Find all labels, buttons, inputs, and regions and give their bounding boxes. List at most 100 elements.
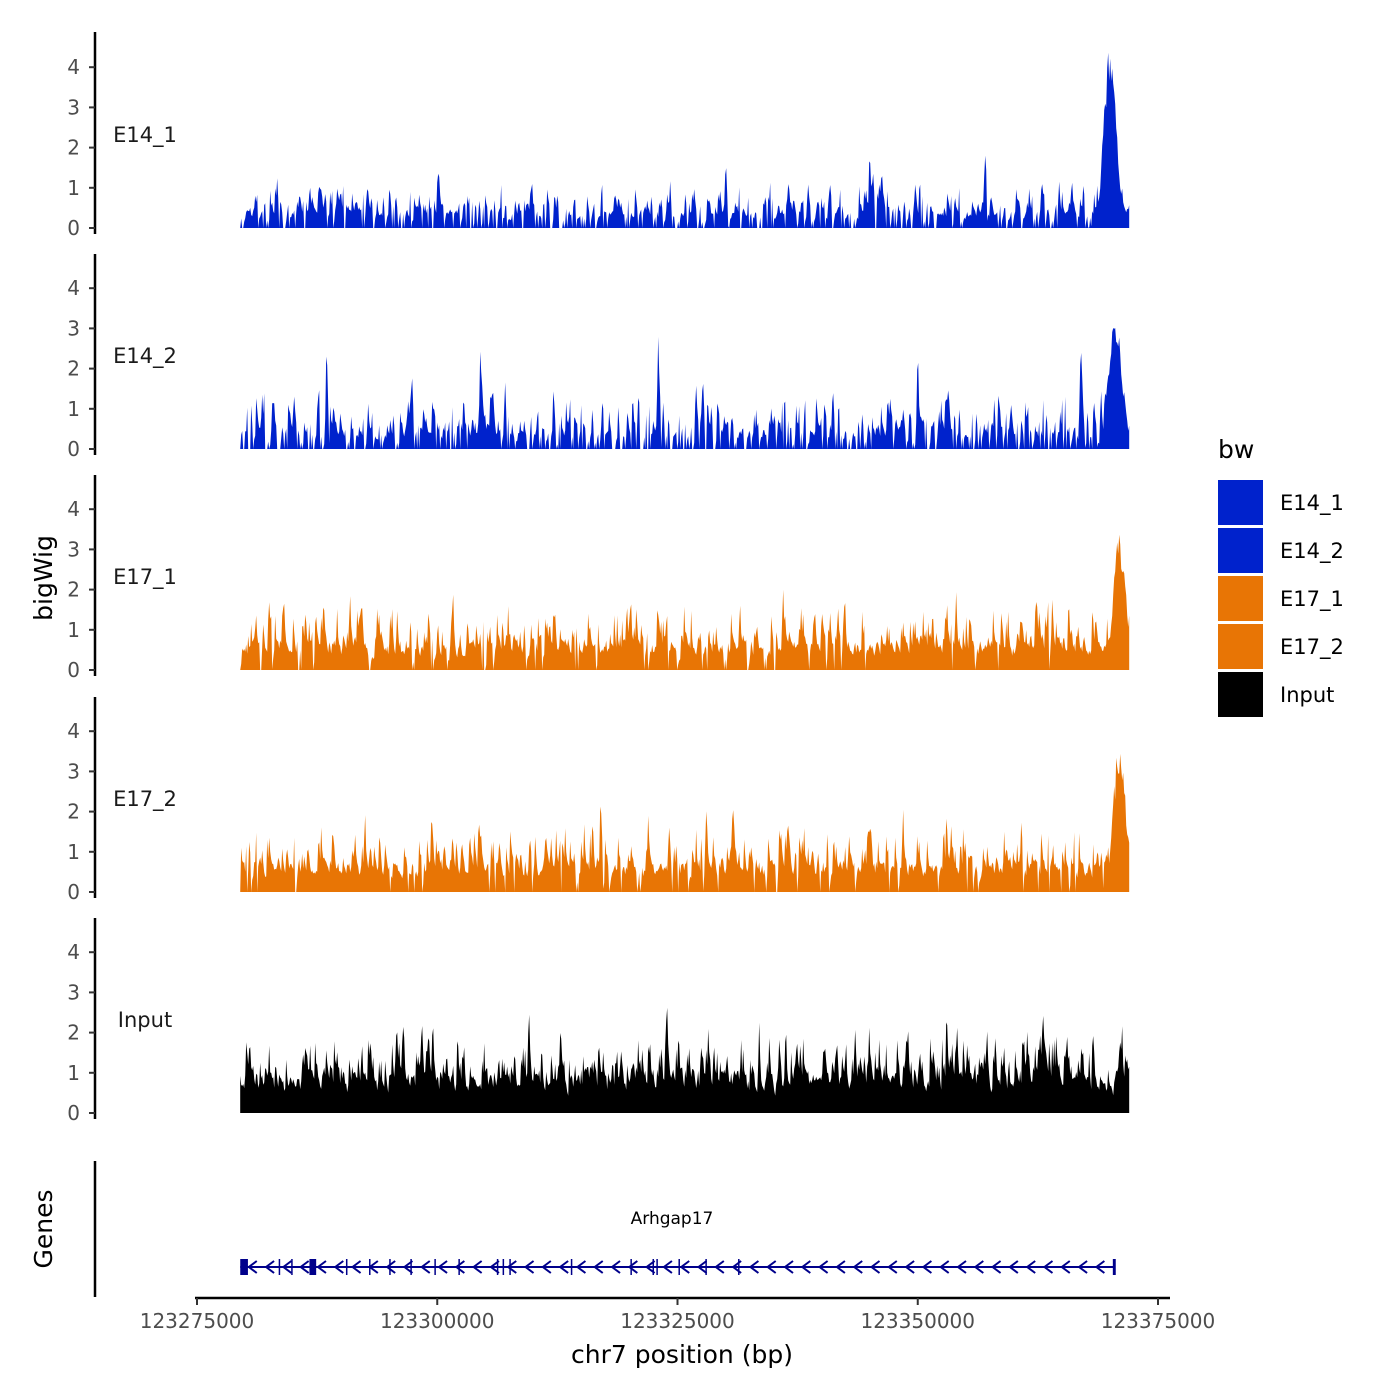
y-tick-label: 2: [67, 1021, 80, 1045]
strand-arrow: [887, 1260, 898, 1274]
strand-arrow: [1060, 1260, 1071, 1274]
track-E17_1: 0 1 2 3 4 E17_1: [67, 475, 1130, 682]
gene-exon: [570, 1259, 573, 1275]
legend-title: bw: [1218, 435, 1254, 464]
track-label: E17_1: [113, 565, 177, 590]
strand-arrow: [973, 1260, 984, 1274]
y-tick-label: 0: [67, 437, 80, 461]
strand-arrow: [956, 1260, 967, 1274]
y-tick-label: 2: [67, 578, 80, 602]
strand-arrow: [662, 1260, 673, 1274]
x-tick-label: 123350000: [860, 1309, 975, 1333]
track-Input: 0 1 2 3 4 Input: [67, 918, 1130, 1125]
y-tick-label: 0: [67, 880, 80, 904]
strand-arrow: [869, 1260, 881, 1274]
gene-exon: [738, 1259, 740, 1275]
strand-arrow: [437, 1260, 448, 1274]
x-tick-label: 123300000: [380, 1309, 495, 1333]
y-tick-label: 4: [67, 940, 80, 964]
gene-exon: [410, 1259, 412, 1275]
gene-exon: [630, 1259, 632, 1275]
genes-panel: Arhgap17: [93, 1161, 1116, 1297]
x-tick-label: 123275000: [140, 1309, 255, 1333]
y-tick-label: 2: [67, 136, 80, 160]
strand-arrow: [990, 1260, 1002, 1274]
bigwig-tracks: 0 1 2 3 4 E14_1 0 1 2 3 4 E14_2 0 1 2 3 4 E17_1 0 1 2 3 4 E17_2…: [67, 32, 1130, 1125]
strand-arrow: [593, 1260, 604, 1274]
gene-exon: [1112, 1259, 1115, 1275]
gene-exon: [496, 1259, 499, 1275]
strand-arrow: [904, 1260, 915, 1274]
strand-arrow: [402, 1260, 414, 1274]
track-label: Input: [118, 1008, 172, 1032]
strand-arrow: [1077, 1260, 1088, 1274]
gene-exon: [656, 1259, 658, 1275]
x-tick-label: 123325000: [620, 1309, 735, 1333]
y-tick-label: 4: [67, 55, 80, 79]
strand-arrow: [333, 1260, 344, 1274]
strand-arrow: [748, 1260, 760, 1274]
strand-arrow: [420, 1260, 431, 1274]
strand-arrow: [1025, 1260, 1036, 1274]
y-axis-title: bigWig: [29, 535, 58, 621]
y-tick-label: 0: [67, 658, 80, 682]
strand-arrow: [1008, 1260, 1019, 1274]
strand-arrow: [921, 1260, 932, 1274]
y-tick-label: 2: [67, 800, 80, 824]
y-tick-label: 1: [67, 618, 80, 642]
track-E14_1: 0 1 2 3 4 E14_1: [67, 32, 1130, 240]
track-E14_2: 0 1 2 3 4 E14_2: [67, 254, 1130, 461]
x-axis: 123275000 123300000 123325000 123350000 1233…: [140, 1296, 1216, 1333]
y-tick-label: 1: [67, 176, 80, 200]
gene-exon: [345, 1259, 348, 1275]
x-axis-title: chr7 position (bp): [571, 1340, 793, 1369]
strand-arrow: [247, 1260, 258, 1274]
legend-swatch-E14_2: [1218, 528, 1263, 573]
strand-arrow: [471, 1260, 483, 1274]
strand-arrow: [714, 1260, 725, 1274]
legend: bw E14_1 E14_2 E17_1 E17_2 Input: [1218, 435, 1344, 717]
legend-label-Input: Input: [1280, 683, 1334, 707]
gene-exon: [369, 1259, 371, 1275]
signal-area-E17_1: [240, 534, 1130, 670]
y-tick-label: 3: [67, 537, 80, 561]
strand-arrow: [939, 1260, 950, 1274]
strand-arrow: [1042, 1260, 1054, 1274]
strand-arrow: [506, 1260, 517, 1274]
y-tick-label: 3: [67, 316, 80, 340]
legend-label-E17_1: E17_1: [1280, 587, 1344, 612]
y-tick-label: 3: [67, 759, 80, 783]
gene-exon: [278, 1259, 281, 1275]
genes-axis-title: Genes: [29, 1189, 58, 1268]
strand-arrow: [1094, 1260, 1105, 1274]
gene-exon: [509, 1259, 511, 1275]
gene-exon: [678, 1259, 680, 1275]
y-tick-label: 1: [67, 840, 80, 864]
y-tick-label: 4: [67, 497, 80, 521]
signal-area-E14_2: [240, 328, 1130, 449]
strand-arrow: [783, 1260, 794, 1274]
y-tick-label: 1: [67, 1061, 80, 1085]
strand-arrow: [575, 1260, 587, 1274]
legend-swatch-E14_1: [1218, 480, 1263, 525]
strand-arrow: [835, 1260, 846, 1274]
gene-exon: [434, 1259, 436, 1275]
strand-arrow: [299, 1260, 310, 1274]
strand-arrow: [644, 1260, 656, 1274]
y-tick-label: 4: [67, 719, 80, 743]
y-tick-label: 2: [67, 357, 80, 381]
y-tick-label: 3: [67, 980, 80, 1004]
legend-label-E17_2: E17_2: [1280, 635, 1344, 660]
strand-arrow: [523, 1260, 535, 1274]
y-tick-label: 0: [67, 1101, 80, 1125]
strand-arrow: [610, 1260, 621, 1274]
legend-swatch-E17_2: [1218, 624, 1263, 669]
x-tick-label: 123375000: [1101, 1309, 1216, 1333]
gene-exon: [389, 1259, 391, 1275]
track-E17_2: 0 1 2 3 4 E17_2: [67, 697, 1130, 904]
track-label: E17_2: [113, 787, 177, 812]
strand-arrow: [766, 1260, 777, 1274]
strand-arrow: [316, 1260, 327, 1274]
legend-swatch-E17_1: [1218, 576, 1263, 621]
